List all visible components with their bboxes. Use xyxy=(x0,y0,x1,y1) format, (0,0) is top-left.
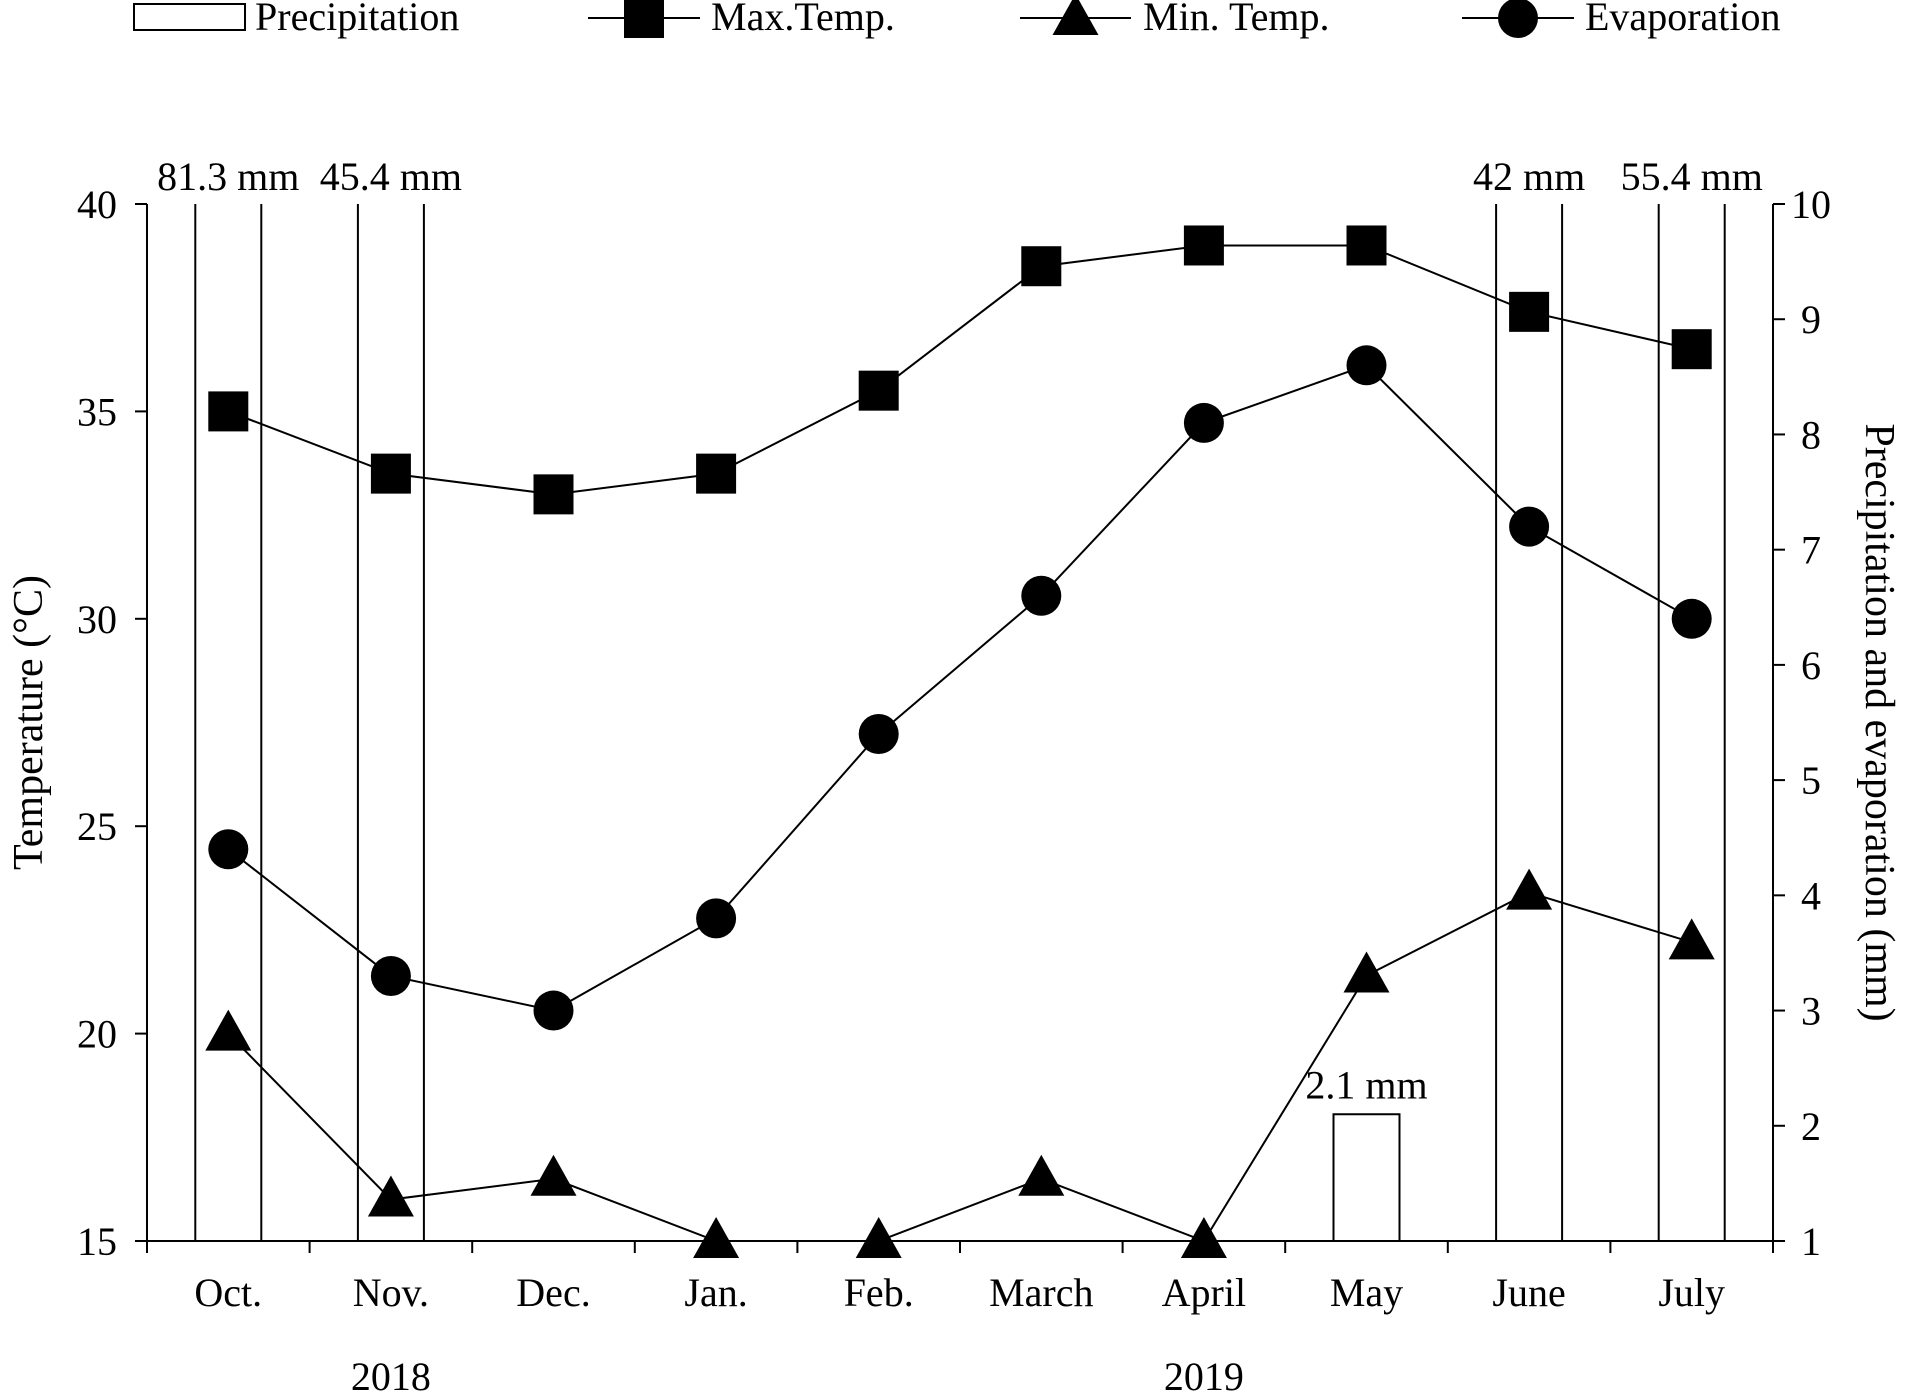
legend-item-1: Max.Temp. xyxy=(588,0,895,39)
right-tick-label: 6 xyxy=(1801,643,1821,688)
x-tick-label: Nov. xyxy=(353,1270,429,1315)
right-axis-title: Precipitation and evaporation (mm) xyxy=(1856,423,1902,1021)
legend-marker-circle xyxy=(1498,0,1538,38)
series-0-point-7 xyxy=(1346,225,1387,266)
precip-bar-1: 45.4 mm xyxy=(320,154,462,1241)
precip-bar-8: 42 mm xyxy=(1473,154,1585,1241)
series-0-point-6 xyxy=(1183,225,1224,266)
legend-marker-triangle xyxy=(1052,0,1099,35)
series-2-point-6 xyxy=(1183,402,1224,443)
series-0-point-1 xyxy=(370,453,411,494)
left-axis-title: Temperature (°C) xyxy=(6,575,52,870)
x-tick-label: May xyxy=(1330,1270,1403,1315)
precip-bar-label: 2.1 mm xyxy=(1305,1062,1427,1107)
legend-marker-square xyxy=(624,0,664,38)
legend-item-0: Precipitation xyxy=(133,0,459,39)
series-2-point-8 xyxy=(1509,506,1550,547)
series-2-point-3 xyxy=(696,898,737,939)
x-tick-label: April xyxy=(1162,1270,1246,1315)
x-tick-label: June xyxy=(1492,1270,1565,1315)
series-1-point-1 xyxy=(367,1175,414,1217)
precip-bar-0: 81.3 mm xyxy=(157,154,299,1241)
series-markers xyxy=(205,225,1715,1258)
left-tick-label: 25 xyxy=(77,804,117,849)
x-tick-label: Dec. xyxy=(516,1270,590,1315)
series-1-point-9 xyxy=(1668,918,1715,960)
legend-label: Min. Temp. xyxy=(1143,0,1329,39)
precip-bar-label: 42 mm xyxy=(1473,154,1585,199)
precip-bar-label: 55.4 mm xyxy=(1621,154,1763,199)
right-tick-label: 8 xyxy=(1801,412,1821,457)
series-2-point-2 xyxy=(533,990,574,1031)
x-tick-label: Jan. xyxy=(684,1270,747,1315)
right-tick-label: 4 xyxy=(1801,873,1821,918)
series-0-point-0 xyxy=(208,391,249,432)
left-tick-label: 20 xyxy=(77,1012,117,1057)
year-label: 2019 xyxy=(1164,1354,1244,1394)
series-2-point-1 xyxy=(370,955,411,996)
x-tick-label: Feb. xyxy=(844,1270,914,1315)
left-tick-label: 30 xyxy=(77,597,117,642)
series-0-point-4 xyxy=(858,370,899,411)
right-tick-label: 7 xyxy=(1801,528,1821,573)
series-2-point-0 xyxy=(208,829,249,870)
series-line-2 xyxy=(227,364,1693,1012)
legend-item-3: Evaporation xyxy=(1462,0,1781,39)
legend-bar-swatch xyxy=(133,3,246,31)
series-line-1 xyxy=(227,891,1692,1243)
series-1-point-2 xyxy=(530,1154,577,1196)
series-2-point-9 xyxy=(1671,598,1712,639)
precip-bar-label: 81.3 mm xyxy=(157,154,299,199)
precip-bar-rect xyxy=(1332,1113,1401,1243)
series-1-point-7 xyxy=(1343,951,1390,993)
right-tick-label: 2 xyxy=(1801,1104,1821,1149)
right-tick-label: 9 xyxy=(1801,297,1821,342)
series-0-point-5 xyxy=(1021,246,1062,287)
axes xyxy=(135,203,1785,1253)
left-tick-label: 35 xyxy=(77,389,117,434)
series-line-0 xyxy=(227,244,1692,496)
series-2-point-4 xyxy=(858,714,899,755)
series-1-point-6 xyxy=(1180,1217,1227,1258)
series-1-point-3 xyxy=(693,1217,740,1258)
series-1-point-5 xyxy=(1018,1154,1065,1196)
precip-bar-label: 45.4 mm xyxy=(320,154,462,199)
series-1-point-4 xyxy=(855,1217,902,1258)
legend-item-2: Min. Temp. xyxy=(1020,0,1329,39)
x-tick-label: Oct. xyxy=(194,1270,262,1315)
year-label: 2018 xyxy=(351,1354,431,1394)
precip-bar-7: 2.1 mm xyxy=(1305,1062,1428,1243)
precipitation-bars: 81.3 mm 45.4 mm 2.1 mm 42 mm 55.4 mm xyxy=(157,154,1763,1243)
series-lines xyxy=(227,244,1693,1243)
series-0-point-8 xyxy=(1509,291,1550,332)
right-tick-label: 1 xyxy=(1801,1219,1821,1264)
legend: Precipitation Max.Temp. Min. Temp. Evaporat… xyxy=(133,0,1781,39)
left-tick-label: 40 xyxy=(77,182,117,227)
left-tick-label: 15 xyxy=(77,1219,117,1264)
axis-labels: 15 20 25 30 35 40 1 2 3 4 5 6 7 8 9 10 Oct. Nov. Dec. Jan. F… xyxy=(6,182,1902,1394)
x-tick-label: July xyxy=(1658,1270,1725,1315)
series-2-point-5 xyxy=(1021,575,1062,616)
x-tick-label: March xyxy=(989,1270,1093,1315)
legend-label: Max.Temp. xyxy=(711,0,895,39)
right-tick-label: 10 xyxy=(1791,182,1831,227)
precip-bar-9: 55.4 mm xyxy=(1621,154,1763,1241)
right-tick-label: 3 xyxy=(1801,989,1821,1034)
series-1-point-8 xyxy=(1506,868,1553,910)
series-0-point-2 xyxy=(533,474,574,515)
legend-label: Evaporation xyxy=(1585,0,1781,39)
series-0-point-9 xyxy=(1671,329,1712,370)
series-0-point-3 xyxy=(696,453,737,494)
legend-label: Precipitation xyxy=(255,0,459,39)
right-tick-label: 5 xyxy=(1801,758,1821,803)
series-1-point-0 xyxy=(205,1009,252,1051)
series-2-point-7 xyxy=(1346,345,1387,386)
